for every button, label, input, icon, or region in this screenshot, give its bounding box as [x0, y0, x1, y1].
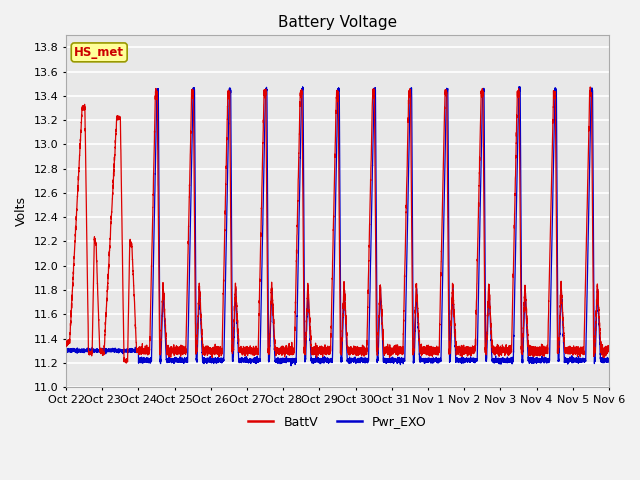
Text: HS_met: HS_met [74, 46, 124, 59]
Y-axis label: Volts: Volts [15, 196, 28, 226]
Title: Battery Voltage: Battery Voltage [278, 15, 397, 30]
Legend: BattV, Pwr_EXO: BattV, Pwr_EXO [243, 410, 431, 433]
